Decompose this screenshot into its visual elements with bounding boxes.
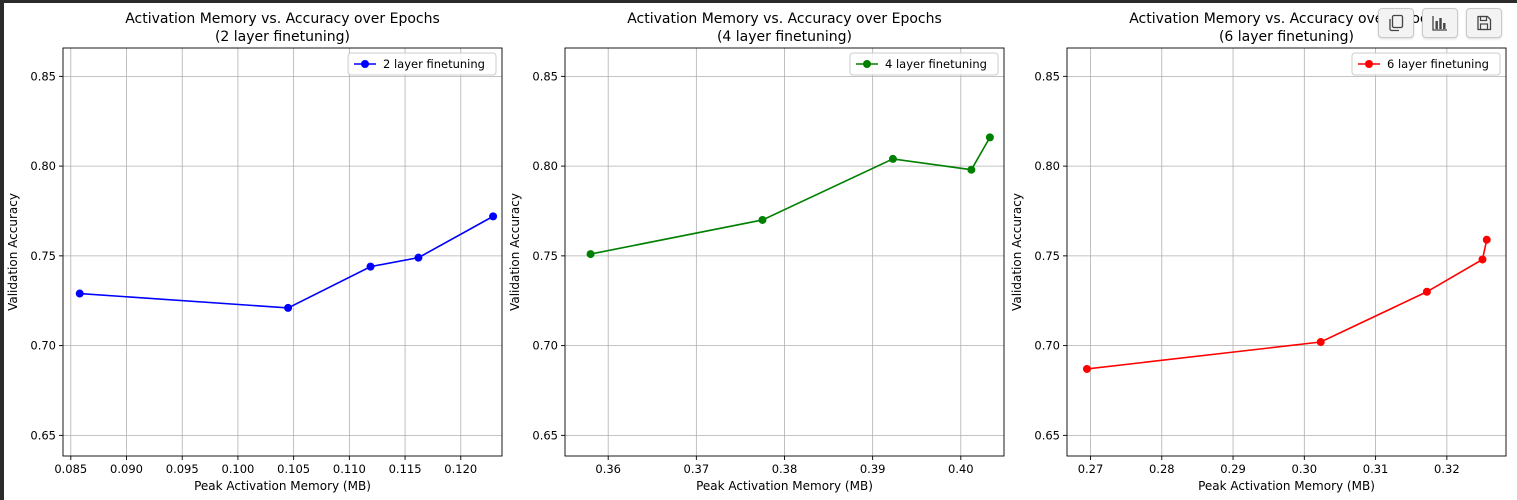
x-tick-label: 0.40 [948, 462, 974, 476]
x-tick-label: 0.30 [1292, 462, 1318, 476]
series-line [1086, 239, 1488, 370]
copy-icon [1389, 14, 1404, 32]
x-axis-label: Peak Activation Memory (MB) [194, 479, 371, 493]
legend-box [1351, 52, 1501, 76]
y-tick-label: 0.65 [1034, 428, 1060, 442]
bar-chart-icon [1432, 16, 1447, 31]
plot-frame [1066, 47, 1507, 457]
data-point [1082, 364, 1091, 373]
plot-frame [62, 47, 503, 457]
legend: 6 layer finetuning [1351, 52, 1501, 76]
legend-marker [1365, 60, 1373, 68]
y-axis-label: Validation Accuracy [6, 193, 20, 311]
data-point [967, 165, 976, 174]
x-axis-label: Peak Activation Memory (MB) [1198, 479, 1375, 493]
x-tick-label: 0.27 [1078, 462, 1104, 476]
y-tick-label: 0.70 [532, 339, 558, 353]
chart-title-line: (4 layer finetuning) [717, 29, 852, 45]
x-tick-label: 0.085 [54, 462, 87, 476]
legend-marker [863, 60, 871, 68]
data-point [758, 215, 767, 224]
legend-label: 2 layer finetuning [383, 57, 485, 71]
data-point [985, 133, 994, 142]
legend-label: 6 layer finetuning [1387, 57, 1489, 71]
y-tick-label: 0.75 [1034, 249, 1060, 263]
legend: 2 layer finetuning [347, 52, 497, 76]
legend-box [849, 52, 999, 76]
data-point [489, 212, 498, 221]
x-tick-label: 0.28 [1149, 462, 1175, 476]
x-tick-label: 0.115 [389, 462, 422, 476]
chart-title-line: Activation Memory vs. Accuracy over Epoc… [1129, 11, 1444, 27]
x-tick-label: 0.090 [110, 462, 143, 476]
x-tick-label: 0.31 [1363, 462, 1389, 476]
x-tick-label: 0.110 [333, 462, 366, 476]
x-tick-label: 0.37 [684, 462, 710, 476]
y-tick-label: 0.75 [532, 249, 558, 263]
chart-title-line: (6 layer finetuning) [1219, 29, 1354, 45]
chart-panel-3: 0.27 0.28 0.29 0.30 0.31 0.32 0.65 0.70 0.75 0.80… [1010, 11, 1507, 493]
legend-label: 4 layer finetuning [885, 57, 987, 71]
y-tick-label: 0.75 [30, 249, 56, 263]
data-point [1482, 235, 1491, 244]
chart-title-line: Activation Memory vs. Accuracy over Epoc… [627, 11, 942, 27]
y-tick-label: 0.70 [30, 339, 56, 353]
save-icon [1477, 15, 1492, 31]
y-axis-label: Validation Accuracy [508, 193, 522, 311]
y-tick-label: 0.80 [30, 159, 56, 173]
chart-panel-2: 0.36 0.37 0.38 0.39 0.40 0.65 0.70 0.75 0.80 0.85… [508, 11, 1005, 493]
y-tick-label: 0.85 [532, 69, 558, 83]
x-tick-label: 0.120 [444, 462, 477, 476]
chart-title-line: Activation Memory vs. Accuracy over Epoc… [125, 11, 440, 27]
y-tick-label: 0.70 [1034, 339, 1060, 353]
data-point [414, 253, 423, 262]
data-point [1316, 338, 1325, 347]
data-point [1478, 255, 1487, 264]
x-tick-label: 0.105 [277, 462, 310, 476]
legend-box [347, 52, 497, 76]
series-line [79, 215, 494, 309]
data-point [366, 262, 375, 271]
data-point [75, 289, 84, 298]
data-point [284, 303, 293, 312]
x-tick-label: 0.32 [1434, 462, 1460, 476]
x-tick-label: 0.36 [595, 462, 621, 476]
series-line [590, 136, 991, 255]
x-tick-label: 0.38 [772, 462, 798, 476]
legend-marker [361, 60, 369, 68]
y-tick-label: 0.85 [1034, 69, 1060, 83]
y-tick-label: 0.65 [30, 428, 56, 442]
x-tick-label: 0.095 [166, 462, 199, 476]
y-tick-label: 0.85 [30, 69, 56, 83]
window-frame-top [0, 0, 1517, 3]
copy-button[interactable] [1378, 8, 1414, 38]
window-frame-left [0, 0, 4, 500]
chart-panel-1: 0.085 0.090 0.095 0.100 0.105 0.110 0.115 0.120… [6, 11, 503, 493]
legend: 4 layer finetuning [849, 52, 999, 76]
data-point [586, 250, 595, 259]
save-button[interactable] [1466, 8, 1502, 38]
x-tick-label: 0.29 [1220, 462, 1246, 476]
y-tick-label: 0.80 [1034, 159, 1060, 173]
y-axis-label: Validation Accuracy [1010, 193, 1024, 311]
y-tick-label: 0.80 [532, 159, 558, 173]
chart-title-line: (2 layer finetuning) [215, 29, 350, 45]
x-axis-label: Peak Activation Memory (MB) [696, 479, 873, 493]
x-tick-label: 0.39 [860, 462, 886, 476]
data-point [1422, 287, 1431, 296]
y-tick-label: 0.65 [532, 428, 558, 442]
data-point [888, 154, 897, 163]
x-tick-label: 0.100 [221, 462, 254, 476]
output-toolbar [1378, 8, 1502, 38]
chart-button[interactable] [1422, 8, 1458, 38]
